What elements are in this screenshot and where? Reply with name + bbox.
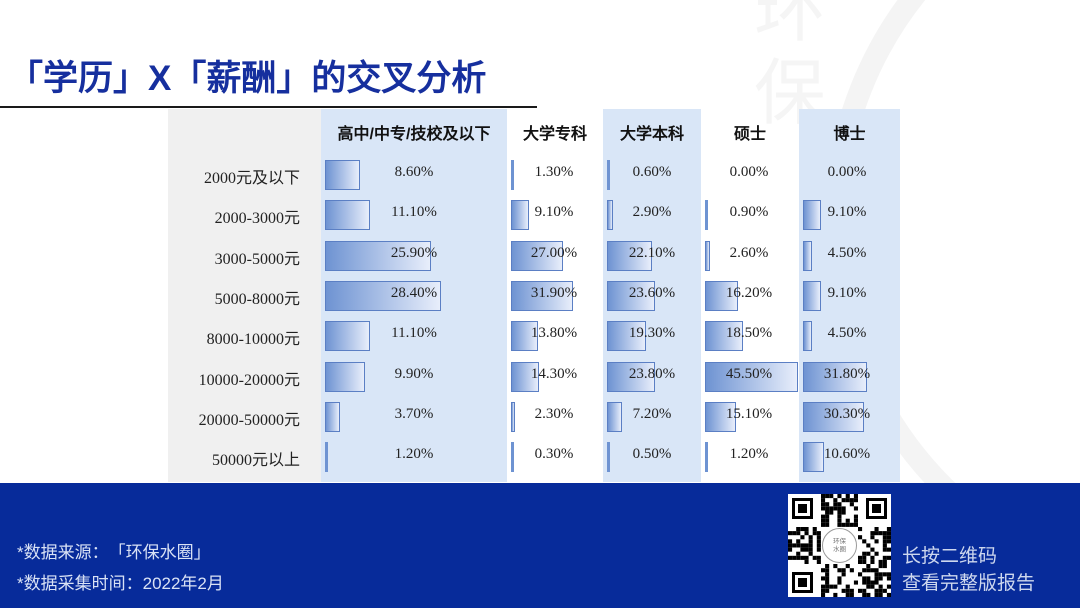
svg-text:水圈: 水圈 [833, 544, 846, 553]
svg-text:环: 环 [754, 0, 826, 51]
svg-text:环保: 环保 [833, 536, 847, 545]
